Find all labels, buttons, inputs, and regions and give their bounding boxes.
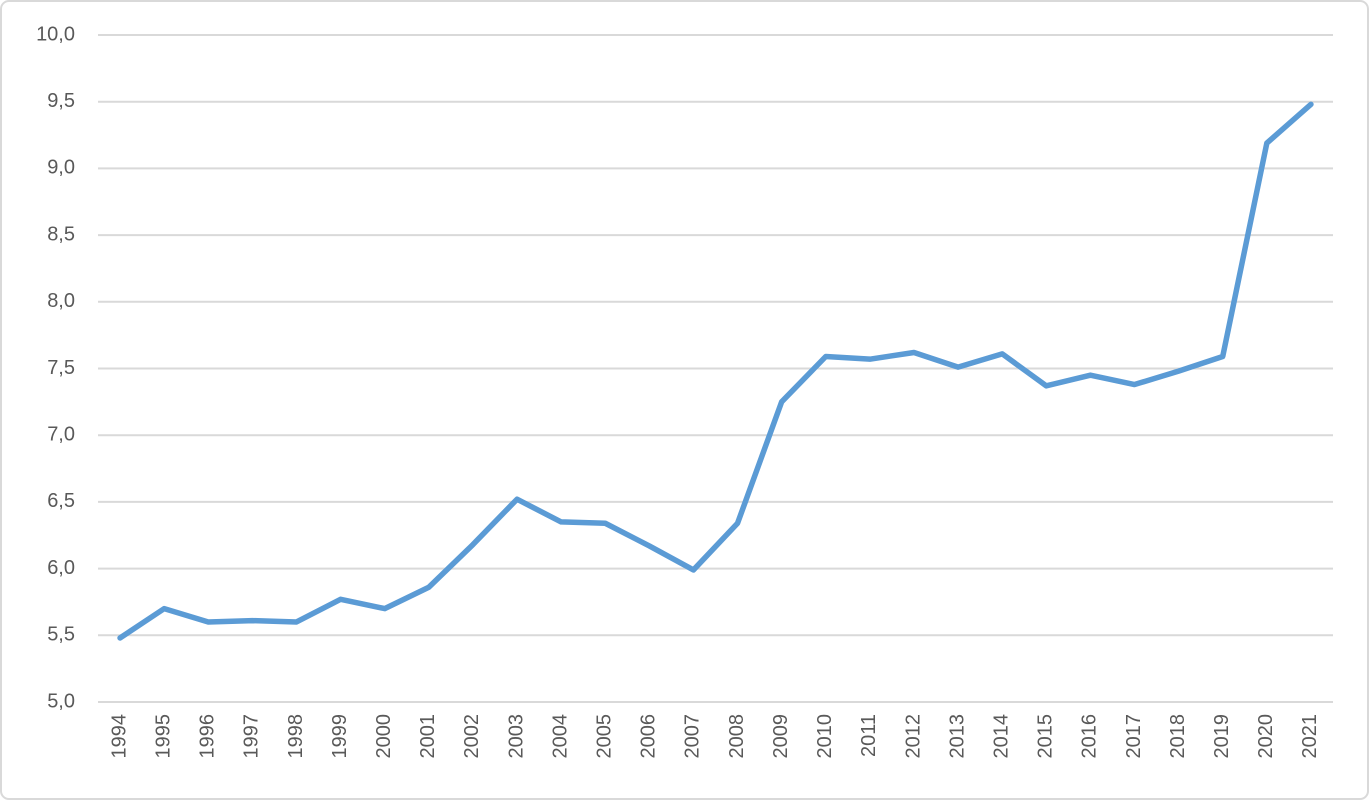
x-tick-label: 2005 — [594, 714, 616, 759]
x-tick-label: 2016 — [1079, 714, 1101, 759]
y-tick-label: 7,0 — [47, 423, 75, 445]
x-tick-label: 1997 — [241, 714, 263, 759]
data-line — [117, 101, 1314, 641]
x-tick-label: 2003 — [505, 714, 527, 759]
y-tick-label: 8,0 — [47, 290, 75, 312]
x-tick-label: 2013 — [946, 714, 968, 759]
x-tick-label: 2015 — [1035, 714, 1057, 759]
x-tick-label: 2010 — [814, 714, 836, 759]
x-tick-label: 2004 — [549, 714, 571, 759]
x-tick-label: 2002 — [461, 714, 483, 759]
x-tick-label: 2021 — [1299, 714, 1321, 759]
x-tick-label: 1995 — [152, 714, 174, 759]
x-tick-label: 2000 — [373, 714, 395, 759]
y-tick-label: 7,5 — [47, 357, 75, 379]
y-tick-label: 5,0 — [47, 690, 75, 712]
x-tick-label: 2009 — [770, 714, 792, 759]
x-tick-label: 2007 — [682, 714, 704, 759]
x-tick-label: 2020 — [1255, 714, 1277, 759]
x-tick-label: 1996 — [197, 714, 219, 759]
y-tick-label: 6,0 — [47, 557, 75, 579]
x-tick-label: 2017 — [1123, 714, 1145, 759]
y-tick-label: 5,5 — [47, 624, 75, 646]
y-tick-label: 6,5 — [47, 490, 75, 512]
x-tick-label: 2001 — [417, 714, 439, 759]
x-tick-label: 2011 — [858, 714, 880, 757]
y-tick-label: 10,0 — [36, 23, 75, 45]
x-tick-label: 1994 — [108, 714, 130, 759]
x-tick-label: 2014 — [990, 714, 1012, 759]
y-tick-label: 9,5 — [47, 90, 75, 112]
x-tick-label: 2019 — [1211, 714, 1233, 759]
x-tick-label: 1999 — [329, 714, 351, 759]
y-tick-label: 8,5 — [47, 223, 75, 245]
x-tick-label: 2008 — [726, 714, 748, 759]
y-tick-label: 9,0 — [47, 157, 75, 179]
x-tick-label: 1998 — [285, 714, 307, 759]
x-tick-label: 2012 — [902, 714, 924, 759]
x-tick-label: 2006 — [638, 714, 660, 759]
x-tick-label: 2018 — [1167, 714, 1189, 759]
